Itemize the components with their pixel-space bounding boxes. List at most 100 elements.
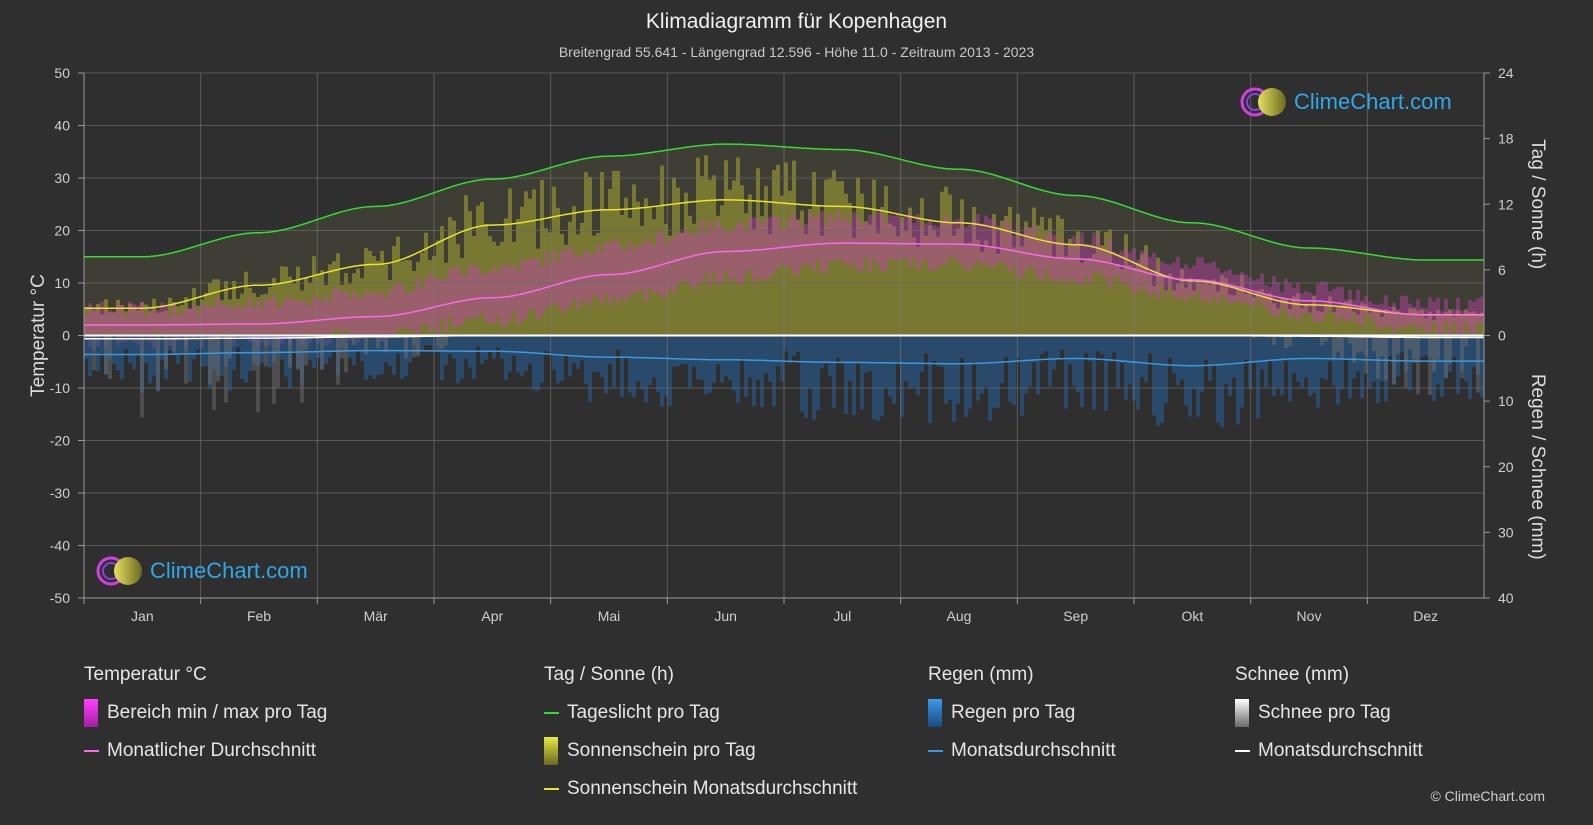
logo-top[interactable]: ClimeChart.com bbox=[1238, 86, 1452, 118]
sunshine-bar bbox=[360, 278, 364, 336]
sunshine-bar bbox=[528, 198, 532, 336]
sunshine-bar bbox=[564, 244, 568, 336]
sunshine-bar bbox=[1384, 309, 1388, 336]
snow-bar bbox=[376, 335, 380, 349]
daylight-column bbox=[308, 222, 312, 336]
sunshine-bar bbox=[1360, 303, 1364, 336]
temp-range-bar bbox=[300, 302, 304, 345]
sunshine-bar bbox=[944, 186, 948, 336]
swatch-snow bbox=[1235, 699, 1249, 727]
rain-bar bbox=[176, 335, 180, 364]
rain-bar bbox=[392, 335, 396, 375]
snow-bar bbox=[1272, 335, 1276, 346]
sunshine-bar bbox=[1148, 271, 1152, 336]
daylight-column bbox=[300, 225, 304, 336]
rain-bar bbox=[1480, 335, 1484, 398]
temp-range-bar bbox=[608, 242, 612, 306]
sunshine-bar bbox=[764, 186, 768, 336]
temp-range-bar bbox=[260, 308, 264, 343]
sunshine-bar bbox=[856, 177, 860, 336]
temp-range-bar bbox=[960, 219, 964, 266]
temp-range-bar bbox=[308, 306, 312, 343]
legend-temp-avg: Monatlicher Durchschnitt bbox=[84, 732, 327, 770]
daylight-column bbox=[184, 249, 188, 336]
rain-bar bbox=[1128, 335, 1132, 385]
rain-bar bbox=[512, 335, 516, 356]
sunshine-bar bbox=[1168, 273, 1172, 336]
temp-range-bar bbox=[1056, 240, 1060, 282]
rain-bar bbox=[816, 335, 820, 411]
temp-range-bar bbox=[1380, 303, 1384, 328]
sunshine-bar bbox=[604, 210, 608, 336]
sunshine-bar bbox=[1020, 246, 1024, 336]
temp-range-bar bbox=[888, 214, 892, 259]
temp-range-bar bbox=[416, 277, 420, 336]
sunshine-bar bbox=[1420, 309, 1424, 336]
temp-range-bar bbox=[152, 311, 156, 349]
sunshine-bar bbox=[960, 199, 964, 336]
sunshine-bar bbox=[420, 252, 424, 336]
snow-bar bbox=[352, 335, 356, 345]
sunshine-bar bbox=[776, 164, 780, 336]
temp-range-bar bbox=[1448, 311, 1452, 337]
legend-label: Bereich min / max pro Tag bbox=[107, 702, 328, 723]
daylight-column bbox=[1464, 260, 1468, 336]
sunshine-bar bbox=[1204, 282, 1208, 336]
temp-range-bar bbox=[1456, 297, 1460, 335]
sunshine-bar bbox=[1176, 283, 1180, 336]
legend-sun: Tag / Sonne (h) Tageslicht pro Tag Sonne… bbox=[544, 664, 857, 808]
temp-range-bar bbox=[212, 307, 216, 335]
rain-bar bbox=[308, 335, 312, 361]
sunshine-bar bbox=[712, 175, 716, 336]
temp-range-bar bbox=[1464, 309, 1468, 324]
temp-range-bar bbox=[1440, 310, 1444, 334]
rain-bar bbox=[1068, 335, 1072, 365]
sunshine-bar bbox=[1036, 225, 1040, 336]
sunshine-bar bbox=[368, 250, 372, 336]
sunshine-bar bbox=[276, 284, 280, 336]
rain-bar bbox=[572, 335, 576, 364]
daylight-column bbox=[1332, 249, 1336, 336]
sunshine-bar bbox=[1024, 221, 1028, 336]
sunshine-bar bbox=[236, 298, 240, 336]
rain-bar bbox=[1228, 335, 1232, 396]
legend-label: Schnee pro Tag bbox=[1258, 702, 1391, 723]
rain-bar bbox=[892, 335, 896, 405]
sunshine-bar bbox=[428, 260, 432, 336]
temp-range-bar bbox=[420, 289, 424, 326]
sunshine-bar bbox=[468, 211, 472, 336]
rain-bar bbox=[844, 335, 848, 414]
temp-range-bar bbox=[1280, 291, 1284, 307]
sunshine-bar bbox=[84, 306, 88, 336]
sunshine-bar bbox=[164, 310, 168, 336]
sunshine-bar bbox=[524, 191, 528, 336]
sunshine-bar bbox=[408, 260, 412, 336]
sunshine-bar bbox=[1376, 310, 1380, 336]
rain-bar bbox=[1388, 335, 1392, 357]
temp-range-bar bbox=[448, 268, 452, 318]
rain-bar bbox=[380, 335, 384, 375]
temp-range-bar bbox=[552, 251, 556, 305]
sunshine-bar bbox=[480, 201, 484, 336]
legend-label: Sonnenschein pro Tag bbox=[567, 740, 756, 761]
sunshine-bar bbox=[208, 282, 212, 336]
sunshine-bar bbox=[1004, 216, 1008, 336]
temp-range-bar bbox=[964, 227, 968, 270]
temp-range-bar bbox=[688, 234, 692, 285]
temp-range-bar bbox=[84, 315, 88, 340]
sunshine-bar bbox=[484, 224, 488, 336]
daylight-column bbox=[1428, 260, 1432, 336]
sunshine-bar bbox=[1112, 265, 1116, 336]
temp-range-bar bbox=[640, 245, 644, 290]
sunshine-bar bbox=[240, 293, 244, 336]
rain-bar bbox=[1452, 335, 1456, 358]
sunshine-bar bbox=[224, 281, 228, 336]
temp-range-bar bbox=[1048, 231, 1052, 279]
rain-bar bbox=[1004, 335, 1008, 358]
daylight-column bbox=[1288, 245, 1292, 336]
rain-bar bbox=[1408, 335, 1412, 391]
logo-bottom[interactable]: ClimeChart.com bbox=[94, 555, 308, 587]
sunshine-bar bbox=[864, 221, 868, 336]
sunshine-bar bbox=[500, 241, 504, 336]
x-tick-label: Feb bbox=[247, 608, 271, 624]
